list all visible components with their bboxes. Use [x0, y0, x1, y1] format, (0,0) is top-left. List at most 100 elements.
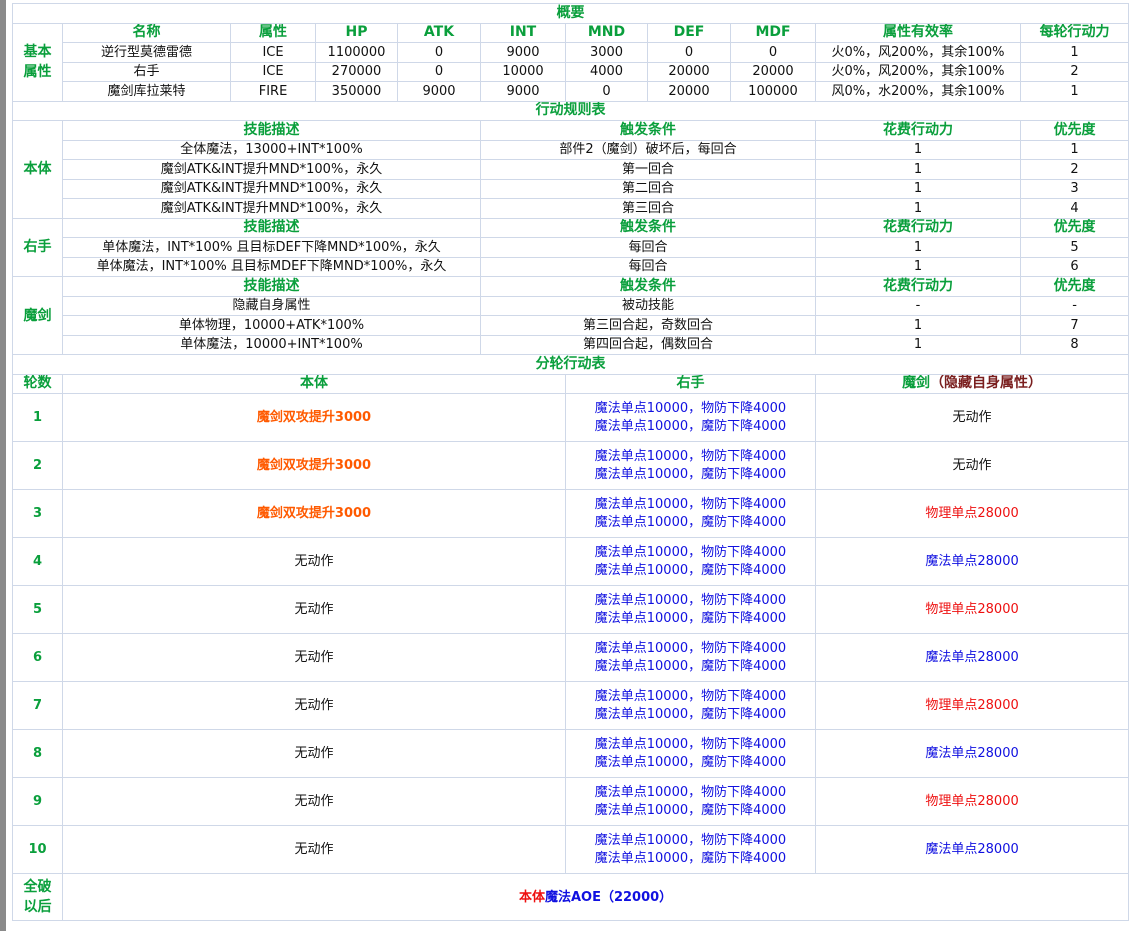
- rules-cell: 隐藏自身属性: [62, 295, 481, 316]
- overview-cell: 10000: [480, 61, 566, 82]
- round-sword-action: 魔法单点28000: [814, 537, 1130, 586]
- round-sword-action: 无动作: [814, 393, 1130, 442]
- overview-cell: 1100000: [315, 42, 398, 63]
- hand-action-line: 魔法单点10000，物防下降4000: [594, 640, 787, 656]
- rules-cell: 单体魔法，10000+INT*100%: [62, 334, 481, 355]
- sword-note: （隐藏自身属性）: [930, 375, 1043, 392]
- round-body-action: 无动作: [62, 537, 566, 586]
- boss-info-table: 概要 基本属性 名称 属性 HP ATK INT MND DEF MDF 属性有效率 每轮行动力 逆行型…: [11, 3, 1130, 921]
- overview-cell: 9000: [480, 81, 566, 102]
- rules-column-header: 优先度: [1019, 120, 1130, 141]
- round-row: 10 无动作 魔法单点10000，物防下降4000 魔法单点10000，魔防下降400…: [12, 825, 1130, 874]
- hand-action-line: 魔法单点10000，物防下降4000: [594, 784, 787, 800]
- final-part-body: 本体: [518, 889, 545, 905]
- overview-row: 魔剑库拉莱特 FIRE 350000 9000 9000 0 20000 100000 风0%，…: [13, 81, 1130, 102]
- round-number: 2: [12, 441, 63, 490]
- overview-cell: 9000: [397, 81, 481, 102]
- round-row: 7 无动作 魔法单点10000，物防下降4000 魔法单点10000，魔防下降4000…: [12, 681, 1130, 730]
- rules-cell: 7: [1019, 315, 1130, 336]
- overview-header-row: 基本属性 名称 属性 HP ATK INT MND DEF MDF 属性有效率 每轮行动力: [12, 22, 1130, 102]
- overview-cell: 0: [647, 42, 731, 63]
- overview-cell: 100000: [730, 81, 816, 102]
- round-row: 1 魔剑双攻提升3000 魔法单点10000，物防下降4000 魔法单点10000，魔…: [12, 393, 1130, 442]
- column-header: INT: [480, 22, 566, 43]
- rounds-title-row: 分轮行动表: [11, 354, 1130, 375]
- round-body-action: 无动作: [62, 681, 566, 730]
- rules-cell: 6: [1019, 256, 1130, 277]
- column-header: DEF: [647, 22, 731, 43]
- section-title-rules: 行动规则表: [11, 100, 1130, 121]
- hand-action-line: 魔法单点10000，魔防下降4000: [594, 562, 787, 578]
- round-sword-action: 魔法单点28000: [814, 825, 1130, 874]
- rules-cell: 1: [1019, 139, 1130, 160]
- round-number: 8: [12, 729, 63, 778]
- round-number: 6: [12, 633, 63, 682]
- final-part-aoe: 魔法AOE（22000）: [544, 889, 673, 905]
- rules-row: 魔剑ATK&INT提升MND*100%，永久 第一回合 1 2: [13, 159, 1130, 180]
- hand-action-line: 魔法单点10000，魔防下降4000: [594, 706, 787, 722]
- round-hand-action: 魔法单点10000，物防下降4000 魔法单点10000，魔防下降4000: [565, 633, 816, 682]
- round-body-action: 无动作: [62, 777, 566, 826]
- round-body-action: 魔剑双攻提升3000: [62, 489, 566, 538]
- section-title-rounds: 分轮行动表: [11, 354, 1130, 375]
- overview-row: 逆行型莫德雷德 ICE 1100000 0 9000 3000 0 0 火0%，风200%，其余…: [13, 42, 1130, 63]
- overview-cell: 20000: [730, 61, 816, 82]
- overview-cell: 右手: [62, 61, 231, 82]
- hand-action-line: 魔法单点10000，物防下降4000: [594, 448, 787, 464]
- round-row: 4 无动作 魔法单点10000，物防下降4000 魔法单点10000，魔防下降4000…: [12, 537, 1130, 586]
- final-action: 本体魔法AOE（22000）: [61, 873, 1130, 921]
- rules-column-header: 技能描述: [62, 120, 481, 141]
- rules-cell: 8: [1019, 334, 1130, 355]
- rules-cell: 2: [1019, 159, 1130, 180]
- rules-cell: 魔剑ATK&INT提升MND*100%，永久: [62, 198, 481, 219]
- hand-action-line: 魔法单点10000，物防下降4000: [594, 400, 787, 416]
- rounds-header-body: 本体: [62, 373, 566, 394]
- overview-cell: 350000: [315, 81, 398, 102]
- rules-column-header: 技能描述: [62, 217, 481, 238]
- round-sword-action: 物理单点28000: [814, 681, 1130, 730]
- overview-cell: 20000: [647, 61, 731, 82]
- rules-group-label: 右手: [12, 217, 63, 277]
- round-number: 7: [12, 681, 63, 730]
- rules-cell: 单体魔法，INT*100% 且目标MDEF下降MND*100%，永久: [62, 256, 481, 277]
- rules-row: 单体物理，10000+ATK*100% 第三回合起，奇数回合 1 7: [13, 315, 1130, 336]
- column-header: ATK: [397, 22, 481, 43]
- rules-row: 魔剑ATK&INT提升MND*100%，永久 第二回合 1 3: [13, 178, 1130, 199]
- rules-row: 单体魔法，INT*100% 且目标DEF下降MND*100%，永久 每回合 1 5: [13, 237, 1130, 258]
- rules-group-label: 魔剑: [12, 276, 63, 355]
- overview-cell: 9000: [480, 42, 566, 63]
- round-hand-action: 魔法单点10000，物防下降4000 魔法单点10000，魔防下降4000: [565, 585, 816, 634]
- overview-cell: 风0%，水200%，其余100%: [815, 81, 1021, 102]
- round-row: 2 魔剑双攻提升3000 魔法单点10000，物防下降4000 魔法单点10000，魔…: [12, 441, 1130, 490]
- window-edge: [0, 0, 6, 931]
- rules-cell: 第三回合: [480, 198, 816, 219]
- rules-row: 全体魔法，13000+INT*100% 部件2（魔剑）破坏后，每回合 1 1: [13, 139, 1130, 160]
- overview-cell: 0: [397, 61, 481, 82]
- overview-cell: 2: [1019, 61, 1130, 82]
- rules-column-header: 触发条件: [480, 276, 816, 297]
- round-hand-action: 魔法单点10000，物防下降4000 魔法单点10000，魔防下降4000: [565, 537, 816, 586]
- rules-cell: -: [815, 295, 1021, 316]
- overview-cell: 魔剑库拉莱特: [62, 81, 231, 102]
- section-title-overview: 概要: [11, 3, 1130, 24]
- round-hand-action: 魔法单点10000，物防下降4000 魔法单点10000，魔防下降4000: [565, 489, 816, 538]
- rules-column-header: 花费行动力: [815, 276, 1021, 297]
- hand-action-line: 魔法单点10000，魔防下降4000: [594, 466, 787, 482]
- hand-action-line: 魔法单点10000，物防下降4000: [594, 496, 787, 512]
- round-row: 8 无动作 魔法单点10000，物防下降4000 魔法单点10000，魔防下降4000…: [12, 729, 1130, 778]
- round-body-action: 魔剑双攻提升3000: [62, 441, 566, 490]
- rules-cell: 每回合: [480, 237, 816, 258]
- overview-cell: 270000: [315, 61, 398, 82]
- overview-cell: 20000: [647, 81, 731, 102]
- round-hand-action: 魔法单点10000，物防下降4000 魔法单点10000，魔防下降4000: [565, 393, 816, 442]
- sword-label: 魔剑: [902, 375, 931, 392]
- rules-cell: 1: [815, 237, 1021, 258]
- rules-cell: 1: [815, 159, 1021, 180]
- rules-cell: 每回合: [480, 256, 816, 277]
- rounds-header-round: 轮数: [12, 373, 63, 394]
- rules-cell: 部件2（魔剑）破坏后，每回合: [480, 139, 816, 160]
- round-hand-action: 魔法单点10000，物防下降4000 魔法单点10000，魔防下降4000: [565, 825, 816, 874]
- hand-action-line: 魔法单点10000，魔防下降4000: [594, 610, 787, 626]
- column-header: MDF: [730, 22, 816, 43]
- round-number: 9: [12, 777, 63, 826]
